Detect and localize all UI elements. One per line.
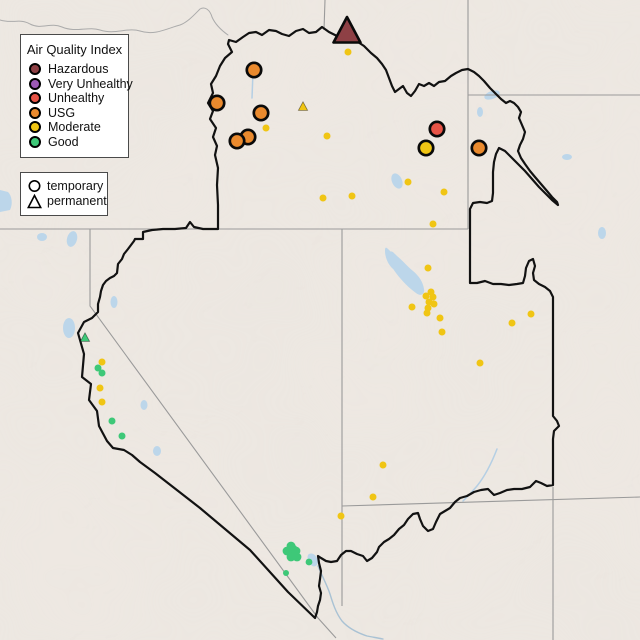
lake [140, 400, 148, 410]
aqi-marker-moderate[interactable] [417, 139, 435, 157]
aqi-marker-moderate[interactable] [429, 220, 437, 228]
legend-item-moderate: Moderate [21, 120, 128, 135]
legend-item-hazardous: Hazardous [21, 62, 128, 77]
temporary-circle-icon [28, 180, 41, 193]
aqi-marker-moderate[interactable] [422, 292, 430, 300]
aqi-marker-moderate[interactable] [408, 303, 416, 311]
aqi-marker-moderate[interactable] [98, 398, 106, 406]
aqi-marker-moderate[interactable] [436, 314, 444, 322]
aqi-marker-good[interactable] [108, 417, 116, 425]
aqi-marker-moderate[interactable] [440, 188, 448, 196]
aqi-marker-moderate[interactable] [423, 309, 431, 317]
great-basin-boundary [76, 25, 561, 620]
aqi-marker-moderate[interactable] [96, 384, 104, 392]
lake [477, 107, 483, 117]
lake [391, 173, 403, 189]
aqi-marker-moderate[interactable] [424, 264, 432, 272]
aqi-marker-moderate[interactable] [379, 461, 387, 469]
state-border [89, 229, 337, 639]
lake [110, 296, 118, 308]
aqi-marker-good[interactable] [94, 364, 102, 372]
aqi-marker-moderate[interactable] [508, 319, 516, 327]
good-swatch-icon [29, 135, 41, 148]
great-salt-lake [388, 251, 425, 295]
state-border [323, 0, 326, 31]
legend-item-usg: USG [21, 106, 128, 121]
lake [562, 154, 572, 160]
lake [598, 227, 606, 239]
aqi-marker-good[interactable] [98, 369, 106, 377]
lake-north-arm [385, 247, 397, 270]
aqi-marker-unhealthy[interactable] [428, 120, 446, 138]
aqi-legend-title: Air Quality Index [26, 42, 123, 57]
aqi-marker-usg[interactable] [245, 61, 263, 79]
aqi-marker-moderate[interactable] [337, 512, 345, 520]
aqi-marker-moderate[interactable] [429, 293, 437, 301]
aqi-marker-good[interactable] [305, 558, 313, 566]
aqi-marker-moderate[interactable] [344, 48, 352, 56]
aqi-marker-moderate[interactable] [430, 300, 438, 308]
legend-item-unhealthy: Unhealthy [21, 91, 128, 106]
legend-item-good: Good [21, 135, 128, 150]
aqi-marker-moderate[interactable] [319, 194, 327, 202]
lake [153, 446, 161, 456]
lake-tahoe [63, 318, 75, 338]
aqi-marker-good[interactable] [79, 331, 91, 342]
permanent-triangle-icon [27, 193, 42, 209]
aqi-marker-moderate[interactable] [438, 328, 446, 336]
legend-item-label: permanent [47, 194, 107, 209]
legend-item-label: Hazardous [48, 62, 109, 77]
aqi-marker-good[interactable] [118, 432, 126, 440]
lake [66, 231, 78, 247]
aqi-marker-usg[interactable] [208, 94, 226, 112]
aqi-marker-moderate[interactable] [348, 192, 356, 200]
rivers-layer [0, 7, 498, 640]
aqi-marker-moderate[interactable] [98, 358, 106, 366]
legend-item-temporary: temporary [27, 178, 104, 194]
state-border [341, 496, 640, 507]
legend-item-label: Good [48, 134, 79, 149]
aqi-marker-moderate[interactable] [297, 100, 309, 111]
aqi-marker-usg[interactable] [228, 132, 246, 150]
lake [0, 190, 12, 212]
aqi-marker-moderate[interactable] [404, 178, 412, 186]
aqi-legend: Air Quality Index Hazardous Very Unhealt… [20, 34, 133, 158]
aqi-marker-good[interactable] [292, 552, 302, 562]
usg-swatch-icon [29, 106, 41, 119]
aqi-marker-usg[interactable] [252, 104, 270, 122]
legend-item-label: Moderate [48, 120, 101, 135]
aqi-marker-good[interactable] [283, 570, 289, 576]
lake [37, 233, 47, 241]
aqi-marker-moderate[interactable] [527, 310, 535, 318]
aqi-marker-moderate[interactable] [476, 359, 484, 367]
very-unhealthy-swatch-icon [29, 77, 41, 90]
moderate-swatch-icon [29, 121, 41, 134]
unhealthy-swatch-icon [29, 92, 41, 105]
aqi-marker-moderate[interactable] [262, 124, 270, 132]
aqi-marker-hazardous[interactable] [332, 15, 362, 44]
legend-item-permanent: permanent [27, 193, 107, 210]
hazardous-swatch-icon [29, 63, 41, 76]
legend-item-very-unhealthy: Very Unhealthy [21, 77, 133, 92]
aqi-markers-layer [79, 15, 535, 576]
monitor-type-legend: temporary permanent [20, 172, 108, 216]
aqi-marker-usg[interactable] [470, 139, 488, 157]
aqi-marker-moderate[interactable] [369, 493, 377, 501]
legend-item-label: Very Unhealthy [48, 76, 133, 91]
legend-item-label: temporary [47, 178, 104, 193]
legend-item-label: USG [48, 105, 76, 120]
legend-item-label: Unhealthy [48, 91, 105, 106]
aqi-marker-moderate[interactable] [323, 132, 331, 140]
